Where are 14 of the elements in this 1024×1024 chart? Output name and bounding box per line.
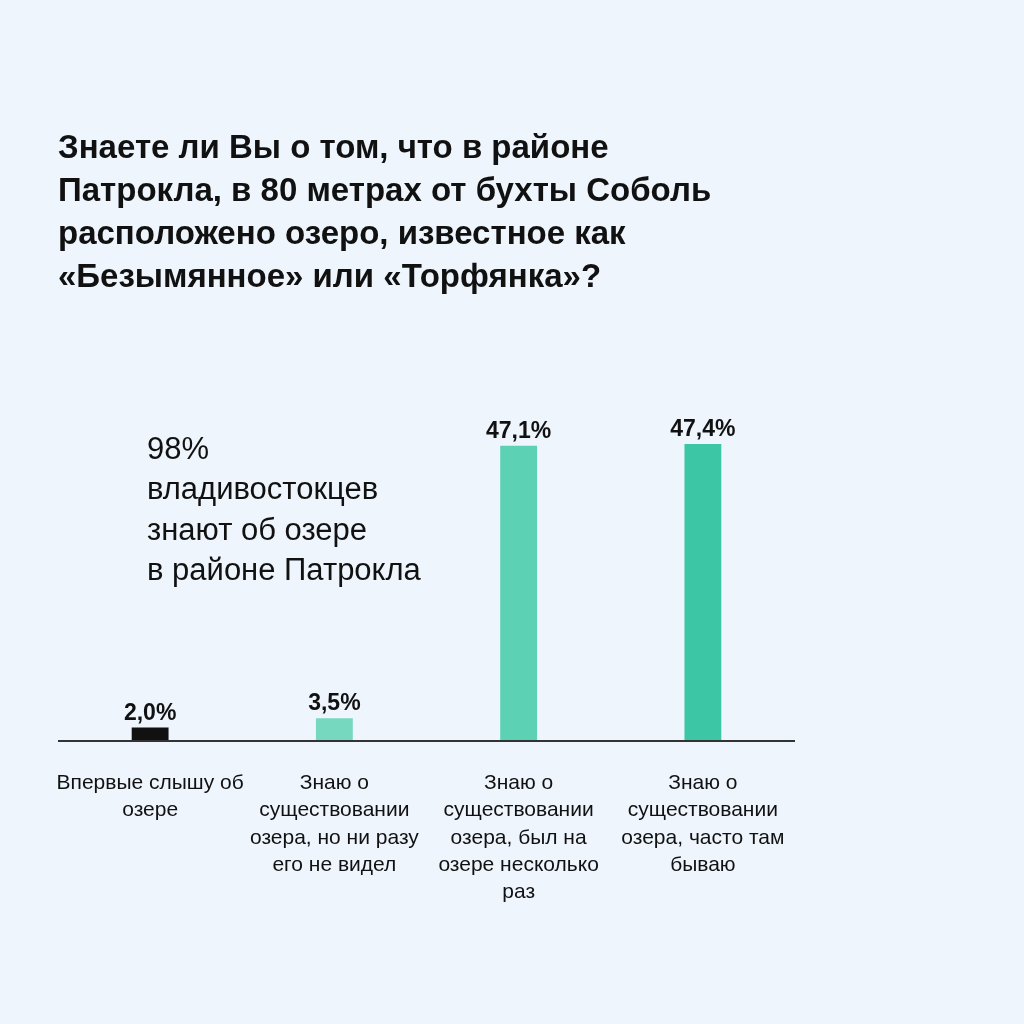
x-tick-label: Знаю о существовании озера, часто там бываю bbox=[621, 769, 785, 875]
x-tick-label: Знаю о существовании озера, но ни разу его не видел bbox=[249, 769, 420, 875]
annotation: 98% владивостокцев знают об озере в районе Патрокла bbox=[147, 431, 422, 587]
data-label: 47,1% bbox=[486, 416, 552, 443]
bar bbox=[315, 718, 353, 740]
bar bbox=[131, 727, 169, 740]
data-label: 3,5% bbox=[308, 689, 361, 716]
x-tick-label: Впервые слышу об озере bbox=[56, 769, 244, 821]
data-label: 47,4% bbox=[670, 415, 736, 441]
x-tick-label: Знаю о существовании озера, был на озере несколько раз bbox=[438, 769, 599, 903]
bar bbox=[684, 444, 722, 740]
bar bbox=[500, 445, 538, 740]
data-label: 2,0% bbox=[123, 698, 177, 725]
chart-title: Знаете ли Вы о том, что в районе Патрокла, в 80 метрах от бухты Соболь расположено озеро, известное как «Безымянное» или «Торфянка»? bbox=[58, 128, 712, 294]
